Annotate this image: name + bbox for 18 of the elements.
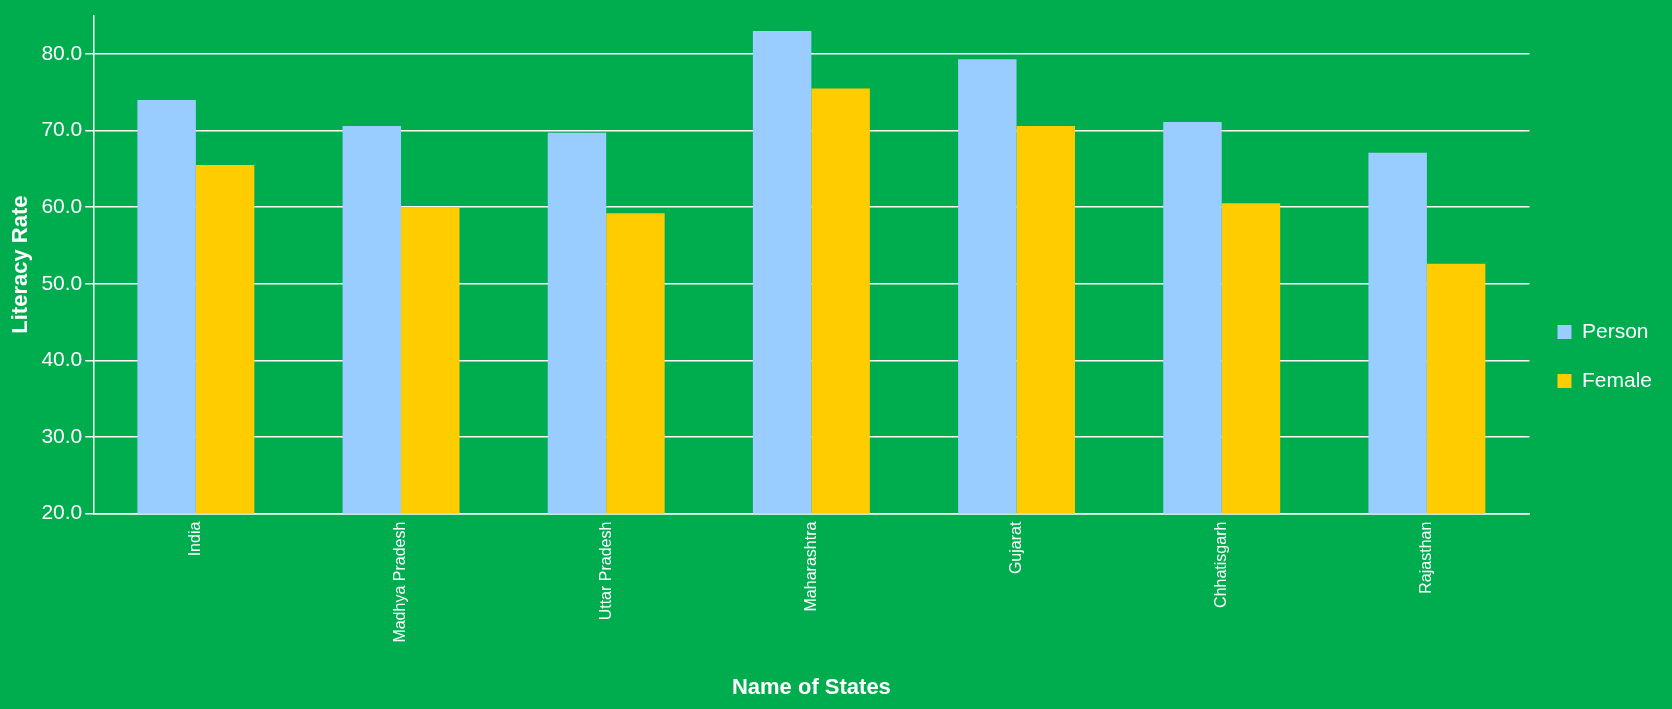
x-axis-title: Name of States bbox=[731, 673, 891, 699]
y-tick-label: 60.0 bbox=[41, 193, 83, 217]
x-tick-label: Rajasthan bbox=[1417, 521, 1435, 594]
x-tick-label: Gujarat bbox=[1006, 521, 1024, 575]
y-tick-label: 30.0 bbox=[41, 423, 83, 447]
x-tick-label: Maharashtra bbox=[801, 521, 819, 612]
y-tick-label: 40.0 bbox=[41, 347, 83, 371]
y-tick-label: 80.0 bbox=[41, 40, 83, 64]
x-tick-label: India bbox=[186, 521, 204, 557]
legend-label: Person bbox=[1581, 318, 1649, 342]
y-axis-title: Literacy Rate bbox=[7, 195, 33, 334]
x-tick-label: Uttar Pradesh bbox=[596, 521, 614, 621]
y-tick-label: 20.0 bbox=[41, 500, 83, 524]
y-tick-label: 50.0 bbox=[41, 270, 83, 294]
x-tick-label: Chhatisgarh bbox=[1212, 521, 1230, 608]
y-tick-label: 70.0 bbox=[41, 117, 83, 141]
legend-label: Female bbox=[1581, 367, 1653, 391]
x-tick-label: Madhya Pradesh bbox=[391, 521, 409, 643]
